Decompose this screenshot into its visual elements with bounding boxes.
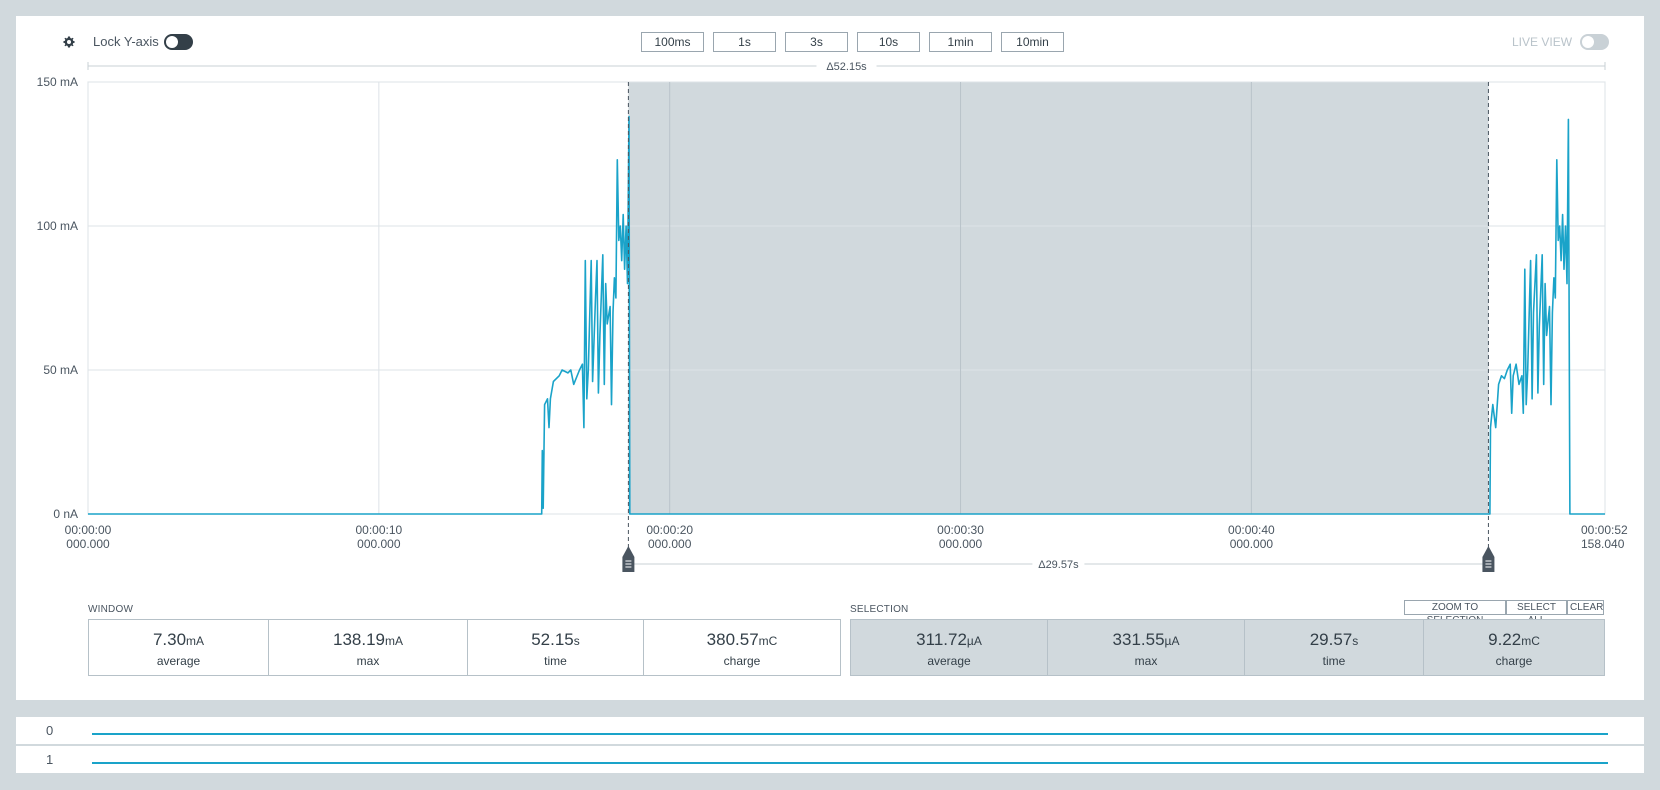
selection-delta-label: Δ29.57s: [1038, 559, 1079, 571]
x-tick-label: 00:00:10: [355, 523, 402, 537]
stat-label: charge: [723, 654, 761, 668]
stat-label: average: [156, 654, 201, 668]
stat-value: 29.57: [1309, 630, 1353, 649]
selection-region: [628, 82, 1489, 514]
selection-handle-icon[interactable]: [622, 546, 635, 572]
stat-unit: µA: [1164, 634, 1180, 648]
digital-channel-trace: [92, 733, 1608, 735]
digital-channel-1[interactable]: 1: [16, 746, 1644, 773]
x-tick-sublabel: 000.000: [357, 537, 401, 551]
x-tick-label: 00:00:52: [1581, 523, 1628, 537]
digital-channel-label: 0: [46, 723, 54, 738]
selection-time: 29.57s time: [1245, 620, 1424, 675]
stat-value: 7.30: [152, 630, 187, 649]
window-max: 138.19mA max: [269, 620, 468, 675]
x-tick-label: 00:00:30: [937, 523, 984, 537]
window-1s-button[interactable]: 1s: [713, 32, 776, 52]
selection-handle-icon[interactable]: [1482, 546, 1495, 572]
current-trace: [88, 115, 1605, 515]
stat-value: 311.72: [916, 630, 967, 649]
stat-unit: mC: [1521, 634, 1540, 648]
toggle-knob: [1582, 36, 1594, 48]
stat-value: 9.22: [1488, 630, 1522, 649]
stat-label: max: [356, 654, 380, 668]
live-view-label: LIVE VIEW: [1512, 35, 1573, 49]
digital-channel-trace: [92, 762, 1608, 764]
x-tick-sublabel: 000.000: [66, 537, 110, 551]
power-profiler-panel: Lock Y-axis 100ms 1s 3s 10s 1min 10min L…: [16, 16, 1644, 700]
y-tick-label: 0 nA: [53, 507, 78, 521]
selection-delta-bg: [1032, 556, 1085, 572]
stat-label: time: [1322, 654, 1346, 668]
y-tick-label: 150 mA: [37, 75, 78, 89]
toggle-knob: [166, 36, 178, 48]
stat-unit: s: [573, 634, 580, 648]
window-stats: 7.30mA average 138.19mA max 52.15s time …: [88, 619, 841, 676]
live-view-toggle[interactable]: [1580, 34, 1609, 50]
stat-unit: s: [1352, 634, 1359, 648]
stat-unit: µA: [966, 634, 982, 648]
x-tick-label: 00:00:20: [646, 523, 693, 537]
stat-value: 380.57: [706, 630, 759, 649]
stat-unit: mA: [186, 634, 205, 648]
window-100ms-button[interactable]: 100ms: [641, 32, 704, 52]
stat-label: average: [927, 654, 971, 668]
stat-unit: mC: [758, 634, 778, 648]
stat-value: 138.19: [333, 630, 385, 649]
selection-max: 331.55µA max: [1048, 620, 1245, 675]
lock-y-axis-label: Lock Y-axis: [93, 34, 159, 49]
x-tick-sublabel: 000.000: [1230, 537, 1274, 551]
digital-channel-0[interactable]: 0: [16, 717, 1644, 744]
x-tick-label: 00:00:00: [65, 523, 112, 537]
x-tick-label: 00:00:40: [1228, 523, 1275, 537]
selection-charge: 9.22mC charge: [1424, 620, 1604, 675]
window-average: 7.30mA average: [89, 620, 269, 675]
window-delta-bg: [816, 58, 877, 74]
window-charge: 380.57mC charge: [644, 620, 840, 675]
x-tick-sublabel: 000.000: [939, 537, 983, 551]
window-stats-title: WINDOW: [88, 604, 134, 615]
clear-selection-button[interactable]: CLEAR: [1567, 600, 1604, 615]
stat-label: time: [544, 654, 567, 668]
window-time: 52.15s time: [468, 620, 644, 675]
window-10s-button[interactable]: 10s: [857, 32, 920, 52]
window-delta-label: Δ52.15s: [826, 61, 867, 73]
handle-body: [622, 546, 635, 572]
stat-label: charge: [1495, 654, 1533, 668]
window-10min-button[interactable]: 10min: [1001, 32, 1064, 52]
selection-stats: 311.72µA average 331.55µA max 29.57s tim…: [850, 619, 1605, 676]
stat-value: 52.15: [531, 630, 574, 649]
window-1min-button[interactable]: 1min: [929, 32, 992, 52]
lock-y-axis-toggle[interactable]: [164, 34, 193, 50]
select-all-button[interactable]: SELECT ALL: [1506, 600, 1567, 626]
zoom-to-selection-button[interactable]: ZOOM TO SELECTION: [1404, 600, 1506, 626]
gear-icon[interactable]: [62, 35, 76, 49]
y-tick-label: 100 mA: [37, 219, 78, 233]
selection-stats-title: SELECTION: [850, 604, 909, 615]
stat-unit: mA: [385, 634, 403, 648]
handle-body: [1482, 546, 1495, 572]
stat-value: 331.55: [1112, 630, 1165, 649]
x-tick-sublabel: 158.040: [1581, 537, 1625, 551]
stat-label: max: [1134, 654, 1158, 668]
window-3s-button[interactable]: 3s: [785, 32, 848, 52]
x-tick-sublabel: 000.000: [648, 537, 692, 551]
selection-average: 311.72µA average: [851, 620, 1048, 675]
digital-channel-label: 1: [46, 752, 54, 767]
y-tick-label: 50 mA: [43, 363, 78, 377]
